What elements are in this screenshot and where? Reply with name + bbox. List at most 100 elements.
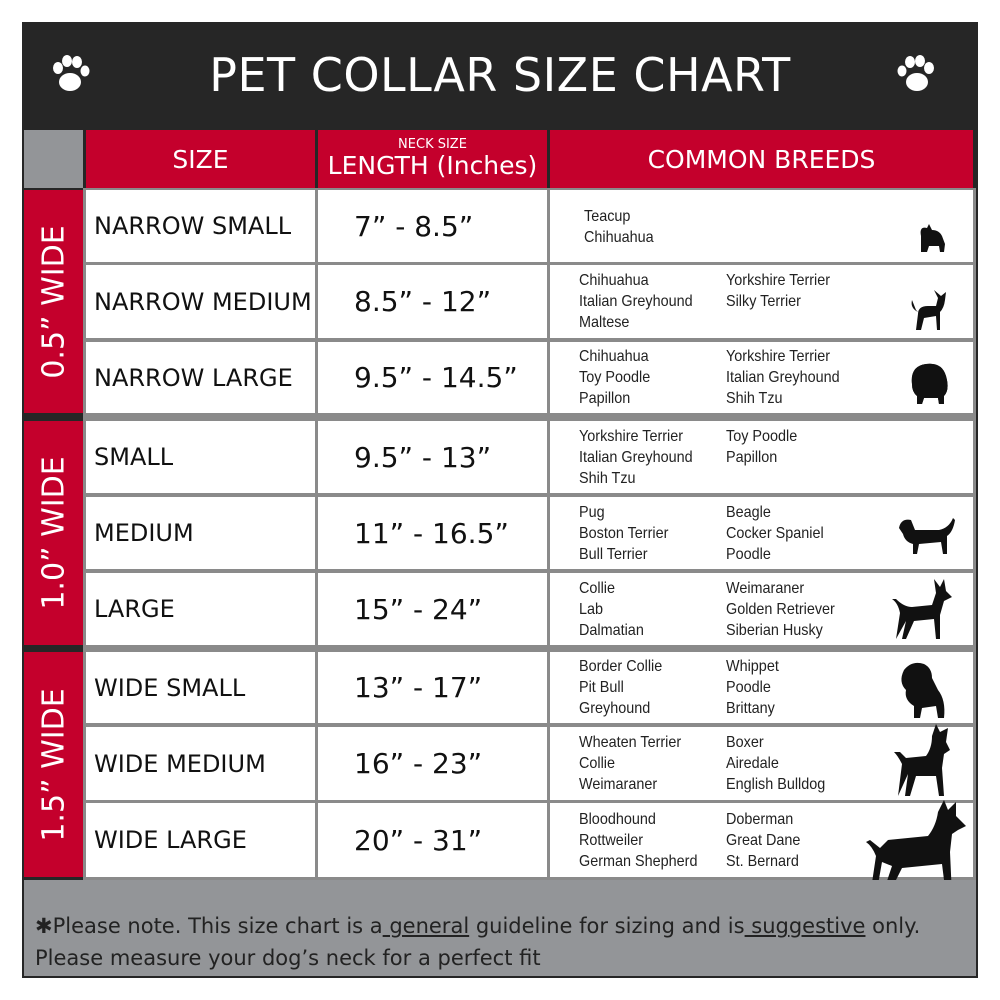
breed-name: Rottweiler — [579, 832, 644, 849]
pomeranian-silhouette-icon — [911, 363, 948, 404]
breed-name: Lab — [579, 601, 604, 618]
breed-name: Papillon — [579, 390, 631, 407]
spaniel-silhouette-icon — [899, 518, 955, 554]
breed-name: Collie — [579, 580, 616, 597]
group-label: 1.5” WIDE — [24, 652, 83, 877]
breed-name: Yorkshire Terrier — [726, 272, 831, 289]
breeds-col-2: Weimaraner Golden Retriever Siberian Husky — [726, 578, 835, 641]
length-cell: 15” - 24” — [318, 573, 547, 645]
breed-name: Siberian Husky — [726, 622, 823, 639]
breed-name: Chihuahua — [579, 348, 649, 365]
breed-name: Pit Bull — [579, 679, 624, 696]
length-value: 11” - 16.5” — [354, 516, 509, 550]
breed-name: Border Collie — [579, 658, 663, 675]
breeds-col-2: Yorkshire Terrier Silky Terrier — [726, 270, 830, 312]
breed-name: Boxer — [726, 734, 764, 751]
breed-name: Airedale — [726, 755, 779, 772]
breed-name: Golden Retriever — [726, 601, 835, 618]
page-title: PET COLLAR SIZE CHART — [209, 47, 791, 102]
breed-name: Dalmatian — [579, 622, 644, 639]
breeds-col-2: Yorkshire Terrier Italian Greyhound Shih T… — [726, 346, 840, 409]
header-length: NECK SIZE LENGTH (Inches) — [318, 130, 547, 188]
size-label: WIDE LARGE — [94, 826, 247, 854]
breed-name: Bull Terrier — [579, 546, 648, 563]
group-label: 1.0” WIDE — [24, 421, 83, 645]
size-cell: NARROW SMALL — [86, 190, 315, 262]
breed-name: Yorkshire Terrier — [579, 428, 684, 445]
breed-name: Papillon — [726, 449, 778, 466]
breed-name: Italian Greyhound — [579, 449, 693, 466]
length-cell: 8.5” - 12” — [318, 265, 547, 338]
length-cell: 16” - 23” — [318, 727, 547, 800]
breed-name: Italian Greyhound — [726, 369, 840, 386]
breed-name: Teacup — [584, 208, 631, 225]
breed-name: Cocker Spaniel — [726, 525, 824, 542]
breed-name: Whippet — [726, 658, 779, 675]
length-cell: 7” - 8.5” — [318, 190, 547, 262]
length-cell: 11” - 16.5” — [318, 497, 547, 569]
paw-icon — [53, 55, 90, 91]
breed-name: Italian Greyhound — [579, 293, 693, 310]
length-value: 7” - 8.5” — [354, 209, 474, 243]
length-cell: 13” - 17” — [318, 652, 547, 723]
breed-name: Doberman — [726, 811, 794, 828]
footer-note: ✱Please note. This size chart is a gener… — [24, 880, 976, 976]
breeds-col-1: Chihuahua Italian Greyhound Maltese — [579, 270, 693, 333]
size-label: WIDE MEDIUM — [94, 749, 266, 778]
breed-name: Wheaten Terrier — [579, 734, 682, 751]
header-corner — [24, 130, 83, 188]
breed-name: Shih Tzu — [579, 470, 636, 487]
size-cell: NARROW MEDIUM — [86, 265, 315, 338]
length-value: 15” - 24” — [354, 592, 483, 626]
length-cell: 20” - 31” — [318, 803, 547, 877]
breeds-col-2: Toy Poodle Papillon — [726, 426, 797, 468]
size-cell: LARGE — [86, 573, 315, 645]
size-label: NARROW SMALL — [94, 212, 292, 240]
breeds-cell: Chihuahua Italian Greyhound Maltese Yorkshi… — [550, 265, 973, 338]
size-label: WIDE SMALL — [94, 673, 246, 702]
breeds-col-1: Wheaten Terrier Collie Weimaraner — [579, 732, 681, 795]
breed-name: Collie — [579, 755, 616, 772]
bulldog-silhouette-icon — [901, 662, 945, 718]
paw-icon — [897, 55, 934, 91]
size-label: NARROW LARGE — [94, 363, 293, 392]
breed-name: Chihuahua — [579, 272, 649, 289]
breeds-col-1: Pug Boston Terrier Bull Terrier — [579, 502, 668, 565]
breed-name: Great Dane — [726, 832, 801, 849]
group-label: 0.5” WIDE — [24, 190, 83, 413]
breed-name: Silky Terrier — [726, 293, 801, 310]
breed-name: Yorkshire Terrier — [726, 348, 831, 365]
size-label: NARROW MEDIUM — [94, 287, 312, 316]
size-cell: MEDIUM — [86, 497, 315, 569]
breed-name: Greyhound — [579, 700, 651, 717]
length-cell: 9.5” - 14.5” — [318, 342, 547, 413]
breed-name: Bloodhound — [579, 811, 656, 828]
breeds-col-2: Beagle Cocker Spaniel Poodle — [726, 502, 824, 565]
shepherd-silhouette-icon — [892, 579, 952, 639]
size-label: SMALL — [94, 443, 174, 471]
breeds-cell: Chihuahua Toy Poodle Papillon Yorkshire Ter… — [550, 342, 973, 413]
breed-name: Pug — [579, 504, 605, 521]
header-breeds: COMMON BREEDS — [550, 130, 973, 188]
size-cell: WIDE LARGE — [86, 803, 315, 877]
breed-name: St. Bernard — [726, 853, 799, 870]
breed-name: Beagle — [726, 504, 771, 521]
breeds-cell: Border Collie Pit Bull Greyhound Whippet Poo… — [550, 652, 973, 723]
breed-name: Poodle — [726, 546, 771, 563]
breed-name: Brittany — [726, 700, 775, 717]
size-cell: NARROW LARGE — [86, 342, 315, 413]
breed-name: Boston Terrier — [579, 525, 669, 542]
breed-name: Shih Tzu — [726, 390, 783, 407]
size-cell: WIDE SMALL — [86, 652, 315, 723]
doberman-silhouette-icon — [866, 800, 966, 896]
size-label: LARGE — [94, 595, 175, 623]
breed-name: Chihuahua — [584, 229, 654, 246]
breeds-col-1: Chihuahua Toy Poodle Papillon — [579, 346, 650, 409]
breeds-cell: Teacup Chihuahua — [550, 190, 973, 262]
breed-name: Weimaraner — [726, 580, 805, 597]
pitbull-silhouette-icon — [894, 724, 950, 796]
breed-name: German Shepherd — [579, 853, 698, 870]
breed-name: Maltese — [579, 314, 630, 331]
length-value: 13” - 17” — [354, 671, 483, 704]
breeds-col-1: Bloodhound Rottweiler German Shepherd — [579, 809, 697, 872]
